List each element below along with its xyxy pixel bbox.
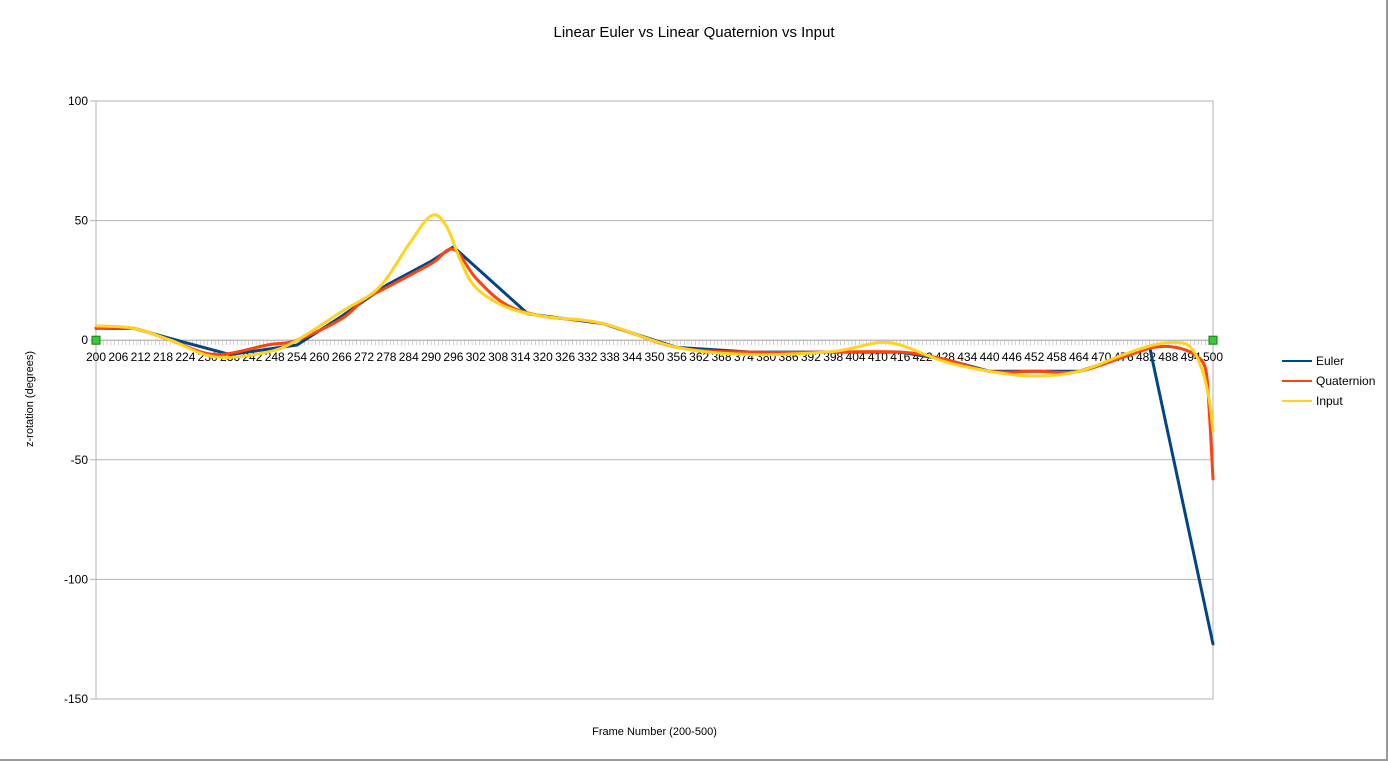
x-tick-label: 302 [466,350,486,364]
x-tick-label: 362 [689,350,709,364]
x-tick-label: 332 [577,350,597,364]
x-tick-label: 212 [131,350,151,364]
x-tick-label: 350 [644,350,664,364]
x-tick-label: 434 [957,350,977,364]
legend-item-quaternion: Quaternion [1282,371,1375,391]
legend-swatch [1282,360,1312,362]
x-tick-label: 200 [86,350,106,364]
x-tick-label: 344 [622,350,642,364]
y-tick-label: 0 [81,333,88,347]
y-tick-label: 50 [75,214,89,228]
legend-label: Euler [1316,354,1345,368]
legend-item-euler: Euler [1282,351,1375,371]
x-tick-label: 398 [823,350,843,364]
x-tick-label: 266 [332,350,352,364]
x-tick-label: 446 [1002,350,1022,364]
x-tick-label: 284 [399,350,419,364]
x-tick-label: 458 [1047,350,1067,364]
x-tick-label: 356 [667,350,687,364]
y-tick-label: -150 [64,692,88,706]
selection-markers [91,335,1218,345]
x-tick-label: 260 [309,350,329,364]
x-tick-label: 452 [1024,350,1044,364]
series-lines [94,213,1215,646]
legend-swatch [1282,380,1312,382]
y-tick-labels: 100 50 0 -50 -100 -150 [64,94,88,706]
x-tick-label: 440 [980,350,1000,364]
series-line-input [94,213,1215,433]
x-tick-label: 410 [868,350,888,364]
legend-label: Input [1316,394,1343,408]
end-marker [1208,335,1218,345]
y-tick-label: -50 [71,453,89,467]
legend-item-input: Input [1282,391,1375,411]
x-tick-label: 326 [555,350,575,364]
x-tick-label: 404 [846,350,866,364]
x-tick-label: 488 [1158,350,1178,364]
grid-lines [96,100,1213,700]
y-tick-label: 100 [68,94,88,108]
x-tick-label: 338 [600,350,620,364]
x-tick-label: 320 [533,350,553,364]
plot-border [95,100,1214,700]
x-axis-title: Frame Number (200-500) [592,726,717,738]
x-tick-label: 254 [287,350,307,364]
x-tick-label: 464 [1069,350,1089,364]
legend: Euler Quaternion Input [1282,351,1375,411]
page-edge-bottom [0,759,1388,761]
chart-title: Linear Euler vs Linear Quaternion vs Inp… [553,24,835,41]
start-marker [91,335,101,345]
x-tick-label: 224 [175,350,195,364]
x-tick-label: 308 [488,350,508,364]
x-tick-label: 500 [1203,350,1223,364]
x-tick-label: 314 [510,350,530,364]
x-tick-label: 290 [421,350,441,364]
series-line-euler [94,245,1215,646]
legend-label: Quaternion [1316,374,1376,388]
x-tick-label: 278 [376,350,396,364]
y-axis-title: z-rotation (degrees) [24,351,36,447]
axes [90,100,1214,700]
page-edge-right [1386,0,1388,761]
x-tick-label: 296 [443,350,463,364]
x-tick-label: 272 [354,350,374,364]
x-tick-label: 206 [108,350,128,364]
legend-swatch [1282,400,1312,402]
x-tick-labels: 200 206 212 218 224 230 236 242 248 254 260 266 272 2… [86,350,1223,364]
x-tick-label: 218 [153,350,173,364]
y-tick-label: -100 [64,572,88,586]
x-tick-label: 248 [265,350,285,364]
